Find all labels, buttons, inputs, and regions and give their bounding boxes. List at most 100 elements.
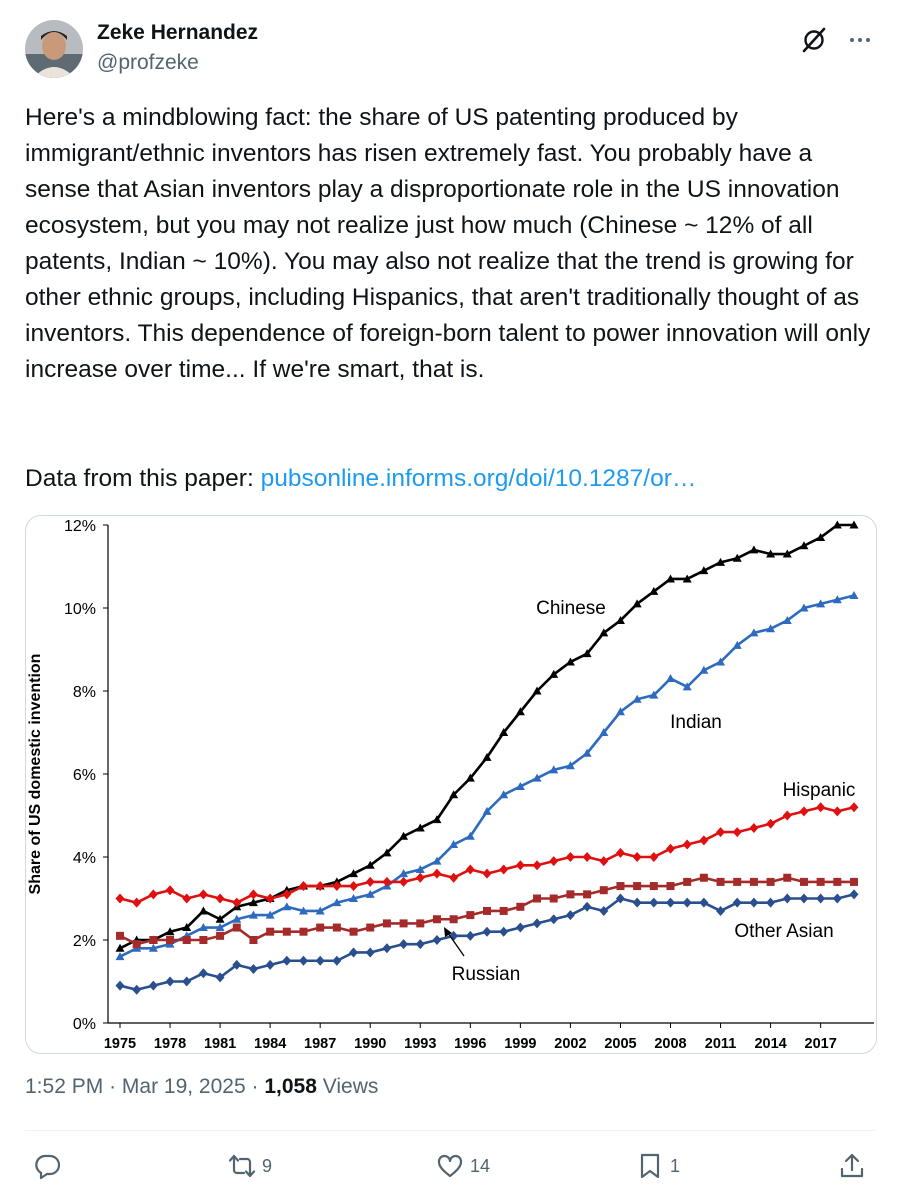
- data-point-indian: [799, 603, 809, 612]
- data-point-indian: [232, 914, 242, 923]
- data-point-russian: [732, 897, 742, 908]
- views-count: 1,058: [264, 1075, 317, 1098]
- tweet-date[interactable]: Mar 19, 2025: [121, 1075, 246, 1098]
- data-point-chinese: [399, 831, 409, 840]
- series-label-chinese: Chinese: [536, 598, 606, 619]
- paper-link[interactable]: pubsonline.informs.org/doi/10.1287/or…: [260, 465, 697, 492]
- data-point-other-asian: [382, 919, 391, 928]
- author-name[interactable]: Zeke Hernandez: [97, 21, 259, 44]
- heart-icon: [437, 1154, 463, 1178]
- data-point-other-asian: [366, 923, 375, 932]
- data-point-other-asian: [266, 927, 275, 936]
- data-point-russian: [799, 893, 809, 904]
- data-point-chinese: [365, 860, 375, 869]
- data-point-russian: [482, 926, 492, 937]
- x-tick-label: 2002: [554, 1036, 586, 1052]
- author-handle[interactable]: @profzeke: [97, 51, 199, 74]
- more-icon[interactable]: [846, 26, 874, 54]
- data-point-indian: [332, 898, 342, 907]
- bookmark-button[interactable]: 1: [636, 1151, 680, 1181]
- data-point-other-asian: [132, 940, 141, 949]
- data-point-hispanic: [415, 872, 425, 883]
- tweet-media-chart[interactable]: 0% 2% 4% 6% 8% 10% 12% 1975 1978 1981 1984 1987 1990…: [25, 515, 877, 1054]
- grok-icon[interactable]: [800, 26, 828, 54]
- data-point-hispanic: [482, 868, 492, 879]
- series-label-other-asian: Other Asian: [734, 921, 833, 942]
- data-point-russian: [349, 947, 359, 958]
- data-point-chinese: [415, 823, 425, 832]
- data-point-russian: [532, 918, 542, 929]
- data-point-indian: [849, 591, 859, 600]
- data-point-chinese: [682, 574, 692, 583]
- data-point-hispanic: [549, 856, 559, 867]
- data-point-other-asian: [633, 882, 642, 891]
- data-point-indian: [766, 624, 776, 633]
- bookmark-icon: [640, 1153, 660, 1179]
- data-point-other-asian: [516, 902, 525, 911]
- data-point-hispanic: [699, 835, 709, 846]
- series-line-hispanic: [119, 805, 855, 904]
- x-tick-label: 2005: [604, 1036, 636, 1052]
- data-point-hispanic: [582, 852, 592, 862]
- data-point-indian: [666, 674, 675, 683]
- data-point-hispanic: [365, 876, 375, 887]
- data-point-hispanic: [399, 876, 409, 887]
- data-point-other-asian: [116, 931, 124, 940]
- repost-button[interactable]: 9: [228, 1151, 272, 1181]
- data-point-other-asian: [666, 882, 675, 891]
- data-point-chinese: [799, 541, 809, 550]
- tweet-time[interactable]: 1:52 PM: [25, 1075, 104, 1098]
- data-point-hispanic: [716, 827, 726, 838]
- data-point-russian: [499, 926, 509, 937]
- data-point-russian: [198, 968, 208, 979]
- data-point-chinese: [816, 532, 826, 541]
- like-count: 14: [470, 1155, 491, 1176]
- data-point-russian: [332, 955, 342, 966]
- data-point-chinese: [248, 898, 258, 907]
- like-button[interactable]: 14: [436, 1151, 490, 1181]
- data-point-hispanic: [165, 885, 175, 896]
- data-point-indian: [649, 690, 659, 699]
- data-point-russian: [265, 959, 275, 970]
- data-point-hispanic: [115, 893, 125, 904]
- data-point-chinese: [649, 586, 659, 595]
- data-point-indian: [465, 831, 475, 840]
- data-point-indian: [148, 943, 158, 952]
- data-point-indian: [716, 657, 726, 666]
- data-point-indian: [115, 952, 125, 961]
- data-point-other-asian: [699, 873, 708, 882]
- data-point-chinese: [632, 599, 642, 608]
- data-point-russian: [849, 889, 859, 900]
- data-point-other-asian: [816, 877, 825, 886]
- data-point-chinese: [382, 848, 392, 857]
- tweet-text: Here's a mindblowing fact: the share of …: [25, 100, 875, 388]
- data-point-russian: [432, 935, 442, 945]
- reply-button[interactable]: [33, 1151, 67, 1181]
- avatar[interactable]: [25, 20, 83, 78]
- data-point-indian: [699, 665, 709, 674]
- data-point-russian: [782, 893, 792, 904]
- tweet-meta: 1:52 PM · Mar 19, 2025 · 1,058 Views: [25, 1075, 378, 1099]
- y-tick-label: 12%: [64, 518, 96, 535]
- data-point-chinese: [599, 628, 609, 637]
- data-point-hispanic: [766, 818, 776, 829]
- data-point-russian: [215, 972, 225, 983]
- y-tick-label: 10%: [64, 601, 96, 618]
- data-point-hispanic: [499, 864, 509, 875]
- data-point-hispanic: [615, 847, 625, 858]
- divider: [25, 1130, 875, 1131]
- data-point-indian: [599, 728, 609, 736]
- data-point-chinese: [532, 686, 542, 695]
- series-line-chinese: [119, 523, 854, 950]
- share-button[interactable]: [838, 1151, 866, 1181]
- tweet-body: Here's a mindblowing fact: the share of …: [25, 104, 871, 383]
- data-point-chinese: [215, 914, 225, 923]
- data-point-indian: [299, 906, 308, 915]
- x-tick-label: 1990: [354, 1036, 386, 1052]
- x-tick-label: 1984: [254, 1036, 286, 1052]
- data-point-other-asian: [316, 923, 325, 932]
- data-point-other-asian: [216, 931, 225, 940]
- data-point-other-asian: [432, 915, 441, 924]
- data-point-other-asian: [332, 923, 341, 932]
- data-point-indian: [565, 761, 575, 770]
